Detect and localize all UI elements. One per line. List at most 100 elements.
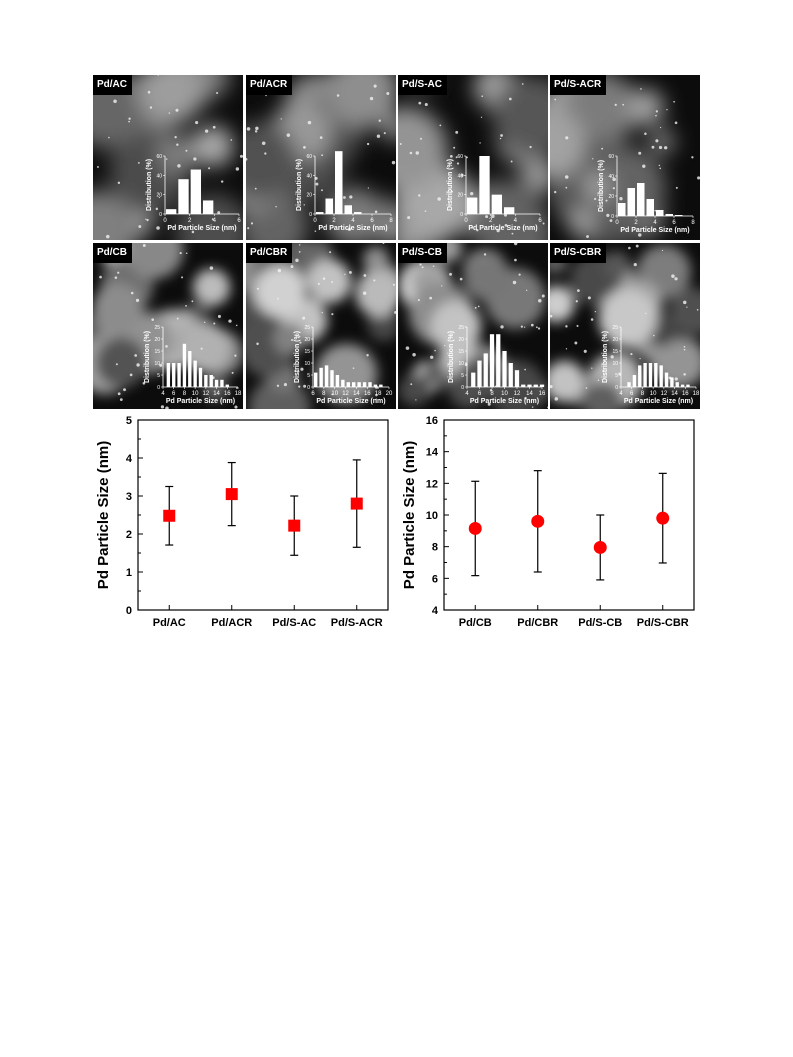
histogram-xtick-label: 16 bbox=[682, 391, 689, 397]
histogram-ytick-label: 25 bbox=[458, 325, 464, 331]
xtick-label: Pd/S-CB bbox=[578, 617, 622, 629]
histogram-bar bbox=[618, 203, 626, 216]
tem-panel: 0 20 40 60 0 2 4 6 Pd Particle Size (nm) Distribu… bbox=[398, 75, 548, 240]
histogram-bar bbox=[638, 365, 642, 387]
histogram-bar bbox=[182, 343, 187, 387]
histogram-xtick-label: 10 bbox=[650, 391, 657, 397]
tem-image: 0 20 40 60 0 2 4 6 8Pd Particle Size (nm) Distrib… bbox=[246, 75, 396, 240]
histogram-bar bbox=[172, 363, 176, 387]
histogram-bar bbox=[502, 351, 507, 387]
histogram-bar bbox=[352, 382, 356, 387]
xtick-label: Pd/S-CBR bbox=[637, 617, 689, 629]
histogram-xtick-label: 16 bbox=[364, 391, 371, 397]
histogram-ytick-label: 0 bbox=[611, 214, 614, 220]
histogram-bar bbox=[335, 151, 343, 214]
histogram-ytick-label: 15 bbox=[458, 349, 464, 355]
histogram-bar bbox=[209, 375, 213, 387]
histogram-bar bbox=[654, 363, 658, 387]
histogram-ytick-label: 0 bbox=[157, 385, 160, 391]
panel-label: Pd/AC bbox=[93, 75, 132, 95]
histogram-xtick-label: 0 bbox=[163, 218, 167, 224]
histogram-ytick-label: 20 bbox=[458, 337, 464, 343]
histogram-xtick-label: 12 bbox=[203, 391, 210, 397]
histogram-inset: 0 20 40 60 0 2 4 6 8Pd Particle Size (nm) Distrib… bbox=[598, 154, 695, 234]
histogram-ytick-label: 5 bbox=[615, 373, 618, 379]
histogram-bar bbox=[204, 375, 208, 387]
histogram-bar bbox=[496, 334, 501, 387]
xtick-label: Pd/S-ACR bbox=[331, 617, 383, 629]
histogram-x-label: Pd Particle Size (nm) bbox=[318, 225, 387, 232]
histogram-xtick-label: 12 bbox=[661, 391, 668, 397]
panel-label: Pd/S-ACR bbox=[550, 75, 607, 95]
ytick-label: 16 bbox=[426, 415, 438, 427]
histogram-ytick-label: 20 bbox=[156, 193, 162, 199]
histogram-bar bbox=[314, 372, 318, 387]
histogram-bar bbox=[220, 379, 224, 387]
histogram-xtick-label: 4 bbox=[653, 220, 657, 226]
particle-size-chart-ac: 0 1 2 3 4 5 Pd Particle Size (nm) Pd/AC Pd/ACR Pd… bbox=[95, 415, 389, 629]
tem-image: 0 20 40 60 0 2 4 6 8Pd Particle Size (nm) Distrib… bbox=[550, 75, 700, 240]
histogram-xtick-label: 4 bbox=[619, 391, 623, 397]
histogram-xtick-label: 8 bbox=[490, 391, 494, 397]
panel-label: Pd/S-AC bbox=[398, 75, 447, 95]
ytick-label: 10 bbox=[426, 510, 438, 522]
panel-label: Pd/CBR bbox=[246, 243, 293, 263]
histogram-xtick-label: 6 bbox=[370, 218, 374, 224]
panel-label: Pd/S-CBR bbox=[550, 243, 607, 263]
histogram-xtick-label: 2 bbox=[188, 218, 192, 224]
histogram-ytick-label: 40 bbox=[608, 174, 614, 180]
histogram-ytick-label: 20 bbox=[608, 194, 614, 200]
histogram-bar bbox=[680, 384, 685, 387]
ytick-label: 6 bbox=[432, 573, 438, 585]
histogram-bar bbox=[368, 382, 372, 387]
histogram-ytick-label: 5 bbox=[157, 373, 160, 379]
histogram-ytick-label: 5 bbox=[307, 373, 310, 379]
histogram-bar bbox=[686, 384, 690, 387]
histogram-ytick-label: 25 bbox=[304, 325, 310, 331]
histogram-ytick-label: 10 bbox=[458, 361, 464, 367]
histogram-bar bbox=[193, 360, 197, 387]
histogram-xtick-label: 8 bbox=[691, 220, 695, 226]
histogram-xtick-label: 0 bbox=[615, 220, 619, 226]
histogram-ytick-label: 20 bbox=[612, 337, 618, 343]
histogram-ytick-label: 15 bbox=[154, 349, 160, 355]
histogram-bar bbox=[527, 384, 532, 387]
histogram-xtick-label: 6 bbox=[478, 391, 482, 397]
ytick-label: 3 bbox=[126, 491, 132, 503]
histogram-ytick-label: 20 bbox=[306, 193, 312, 199]
histogram-ytick-label: 10 bbox=[612, 361, 618, 367]
histogram-bar bbox=[190, 169, 201, 214]
histogram-x-label: Pd Particle Size (nm) bbox=[624, 398, 693, 405]
histogram-y-label: Distribution (%) bbox=[447, 159, 454, 211]
histogram-y-label: Distribution (%) bbox=[296, 159, 303, 211]
tem-panel: 0 20 40 60 0 2 4 6 8 Pd Particle Size (nm) Distrib… bbox=[246, 75, 396, 240]
histogram-xtick-label: 6 bbox=[237, 218, 241, 224]
histogram-ytick-label: 60 bbox=[457, 154, 463, 160]
histogram-bar bbox=[319, 367, 323, 387]
histogram-xtick-label: 2 bbox=[332, 218, 336, 224]
xtick-label: Pd/CBR bbox=[517, 617, 558, 629]
histogram-y-label: Distribution (%) bbox=[448, 331, 455, 383]
histogram-bar bbox=[330, 370, 334, 387]
xtick-label: Pd/ACR bbox=[211, 617, 252, 629]
histogram-bar bbox=[166, 209, 177, 214]
tem-panel: 0 20 40 60 0 2 4 6 Pd Particle Size (nm) Distribu… bbox=[93, 75, 243, 240]
histogram-bar bbox=[533, 384, 538, 387]
histogram-ytick-label: 0 bbox=[615, 385, 618, 391]
histogram-ytick-label: 0 bbox=[159, 212, 162, 218]
data-point bbox=[468, 521, 482, 535]
tem-panel: 0 5 10 15 20 25 4 6 8 10 12 14 16 Pd Particle Size (n… bbox=[398, 243, 548, 409]
histogram-bar bbox=[656, 210, 664, 216]
histogram-bar bbox=[675, 215, 683, 216]
histogram-ytick-label: 25 bbox=[154, 325, 160, 331]
histogram-xtick-label: 4 bbox=[161, 391, 165, 397]
histogram-xtick-label: 16 bbox=[539, 391, 546, 397]
histogram-bar bbox=[643, 363, 647, 387]
histogram-bar bbox=[373, 384, 378, 387]
histogram-bar bbox=[354, 212, 362, 214]
histogram-ytick-label: 0 bbox=[309, 212, 312, 218]
particle-size-chart-cb: 4 6 8 10 12 14 16 Pd Particle Size (nm) Pd/CB Pd/… bbox=[401, 415, 695, 629]
